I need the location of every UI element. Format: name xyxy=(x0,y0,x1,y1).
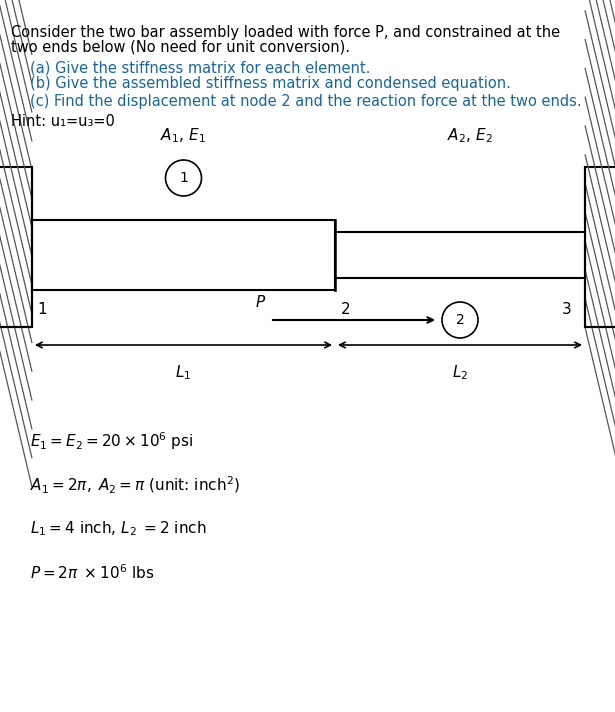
Bar xyxy=(0,167,32,327)
Text: $L_1$: $L_1$ xyxy=(175,363,192,382)
Text: $A_2, \, E_2$: $A_2, \, E_2$ xyxy=(447,126,493,145)
Text: $P = 2\pi \; \times 10^6$ lbs: $P = 2\pi \; \times 10^6$ lbs xyxy=(30,563,154,582)
Text: $L_2$: $L_2$ xyxy=(452,363,468,382)
Bar xyxy=(335,232,585,278)
Text: (a) Give the stiffness matrix for each element.: (a) Give the stiffness matrix for each e… xyxy=(30,61,370,75)
Text: $A_1, \, E_1$: $A_1, \, E_1$ xyxy=(161,126,207,145)
Text: (b) Give the assembled stiffness matrix and condensed equation.: (b) Give the assembled stiffness matrix … xyxy=(30,76,510,91)
Text: 3: 3 xyxy=(562,302,572,317)
Text: $L_1 = 4$ inch, $L_2\; = 2$ inch: $L_1 = 4$ inch, $L_2\; = 2$ inch xyxy=(30,519,206,538)
Text: (c) Find the displacement at node 2 and the reaction force at the two ends.: (c) Find the displacement at node 2 and … xyxy=(30,94,581,109)
Text: $E_1 = E_2 = 20 \times 10^6$ psi: $E_1 = E_2 = 20 \times 10^6$ psi xyxy=(30,431,193,452)
Text: 1: 1 xyxy=(37,302,47,317)
Bar xyxy=(585,167,615,327)
Circle shape xyxy=(165,160,202,196)
Circle shape xyxy=(442,302,478,338)
Text: 1: 1 xyxy=(179,171,188,185)
Text: 2: 2 xyxy=(341,302,351,317)
Text: Consider the two bar assembly loaded with force P, and constrained at the: Consider the two bar assembly loaded wit… xyxy=(11,25,560,40)
Text: P: P xyxy=(256,295,265,310)
Bar xyxy=(32,220,335,290)
Text: Hint: u₁=u₃=0: Hint: u₁=u₃=0 xyxy=(11,114,115,129)
Text: two ends below (No need for unit conversion).: two ends below (No need for unit convers… xyxy=(11,39,350,54)
Text: 2: 2 xyxy=(456,313,464,327)
Text: $A_1 = 2\pi, \; A_2 = \pi$ (unit: inch$^2$): $A_1 = 2\pi, \; A_2 = \pi$ (unit: inch$^… xyxy=(30,475,239,496)
